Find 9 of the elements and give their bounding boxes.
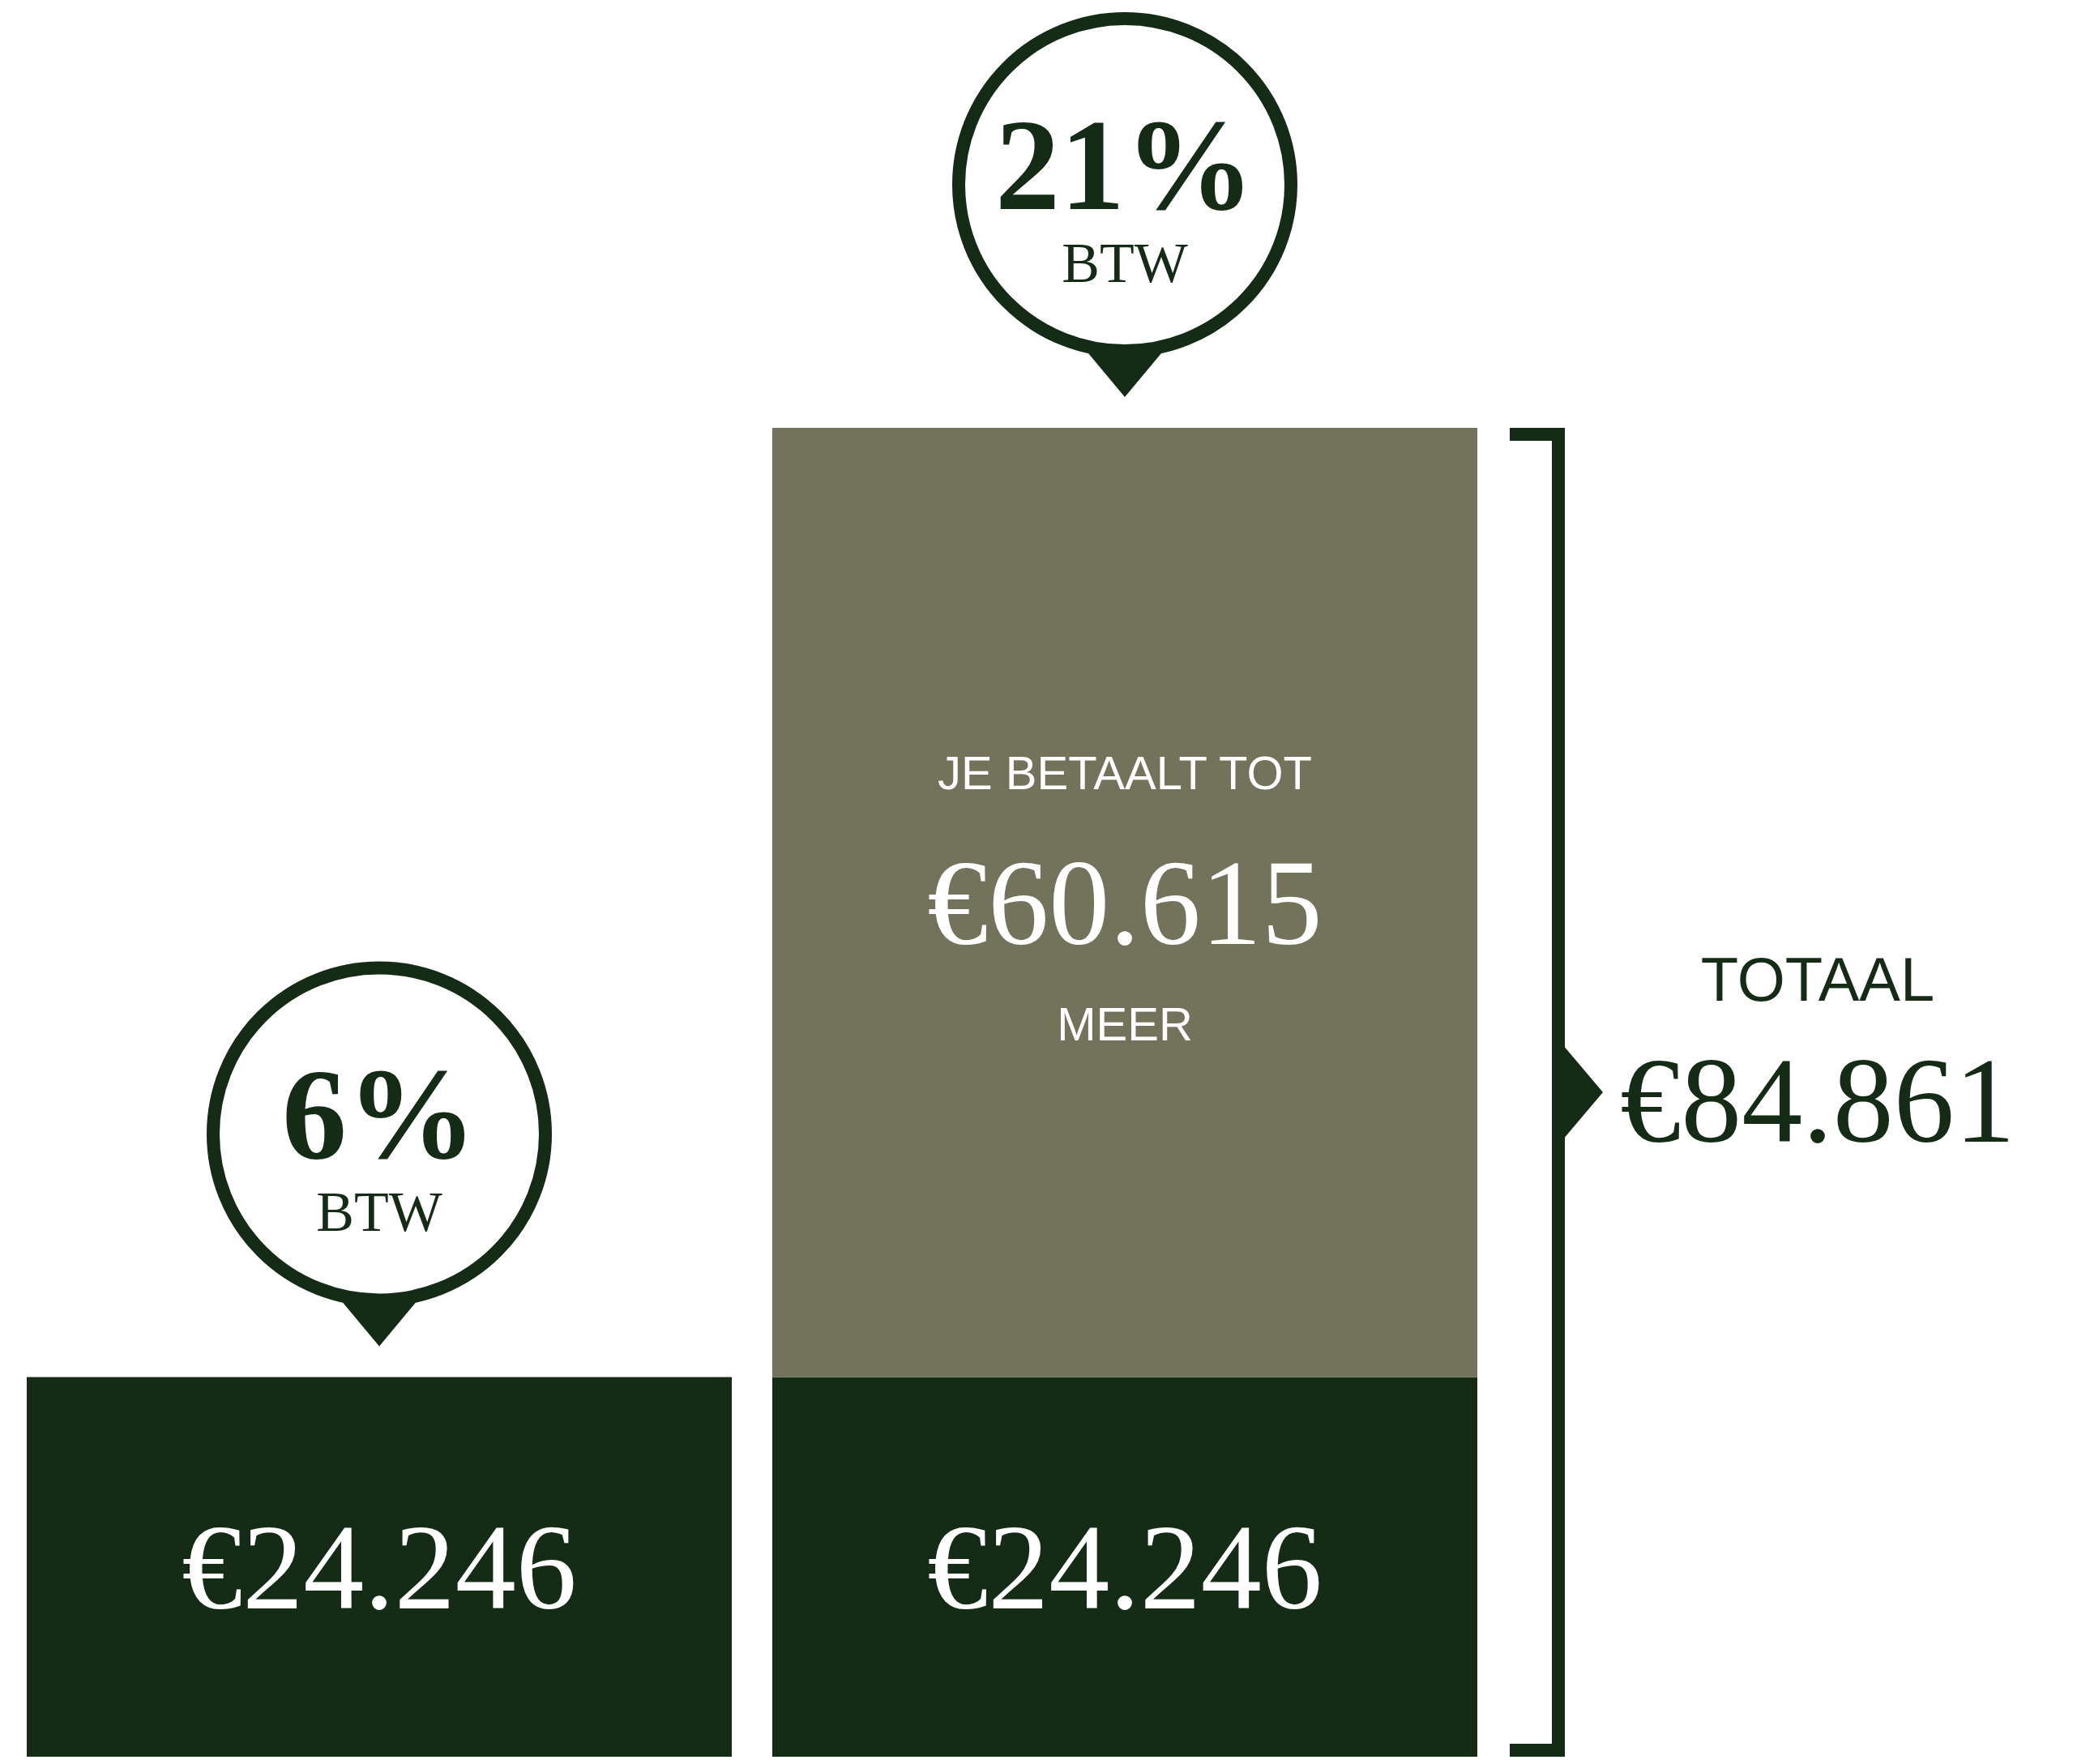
text: TOTAAL	[1700, 944, 1935, 1014]
annotation: JE BETAALT TOT	[938, 746, 1312, 800]
data-label: €24.246	[927, 1499, 1323, 1634]
annotation: MEER	[1057, 997, 1193, 1051]
x-tick-label: 21% BTW	[995, 93, 1254, 294]
x-tick-label: 6% BTW	[282, 1042, 477, 1244]
data-label: €60.615	[927, 835, 1323, 970]
total-label: €84.861	[1620, 1033, 2015, 1168]
data-label: €24.246	[182, 1499, 577, 1634]
